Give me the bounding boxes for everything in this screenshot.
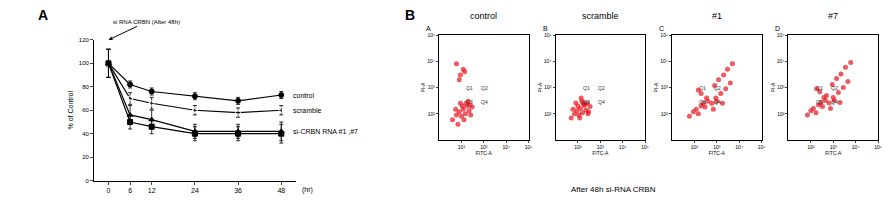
svg-text:10⁵: 10⁵ — [427, 32, 435, 38]
svg-text:10⁵: 10⁵ — [874, 144, 882, 150]
svg-text:D: D — [775, 25, 780, 32]
svg-text:60: 60 — [82, 107, 89, 113]
svg-text:si RNA CRBN (After 48h): si RNA CRBN (After 48h) — [113, 19, 180, 25]
svg-text:PI-A: PI-A — [653, 82, 659, 92]
svg-text:10³: 10³ — [661, 84, 669, 90]
svg-text:120: 120 — [79, 37, 90, 43]
svg-text:Q3: Q3 — [816, 99, 823, 105]
svg-text:12: 12 — [148, 187, 156, 194]
svg-text:% of Control: % of Control — [67, 91, 74, 130]
svg-text:20: 20 — [82, 154, 89, 160]
svg-text:scramble: scramble — [293, 107, 322, 114]
svg-text:10⁵: 10⁵ — [660, 32, 668, 38]
svg-text:Q3: Q3 — [699, 99, 706, 105]
svg-text:10³: 10³ — [830, 144, 838, 150]
svg-text:B: B — [543, 25, 548, 32]
svg-text:FITC-A: FITC-A — [709, 150, 726, 156]
svg-text:10²: 10² — [661, 111, 669, 117]
svg-text:10²: 10² — [574, 144, 582, 150]
svg-text:10⁴: 10⁴ — [502, 144, 510, 150]
svg-text:40: 40 — [82, 131, 89, 137]
svg-text:B: B — [405, 7, 415, 23]
svg-text:After 48h si-RNA CRBN: After 48h si-RNA CRBN — [571, 185, 656, 194]
svg-text:10⁵: 10⁵ — [777, 32, 785, 38]
svg-text:Q2: Q2 — [598, 85, 605, 91]
svg-text:80: 80 — [82, 84, 89, 90]
svg-text:control: control — [293, 92, 314, 99]
svg-text:10⁴: 10⁴ — [777, 58, 785, 64]
svg-text:10⁵: 10⁵ — [544, 32, 552, 38]
svg-text:10²: 10² — [777, 111, 785, 117]
svg-text:10⁴: 10⁴ — [544, 58, 552, 64]
svg-text:Q2: Q2 — [714, 85, 721, 91]
svg-text:FITC-A: FITC-A — [476, 150, 493, 156]
svg-text:100: 100 — [79, 60, 90, 66]
svg-text:Q3: Q3 — [583, 99, 590, 105]
svg-text:10⁵: 10⁵ — [758, 144, 766, 150]
svg-text:Q4: Q4 — [481, 99, 488, 105]
svg-text:A: A — [38, 7, 48, 23]
svg-text:#7: #7 — [828, 11, 838, 21]
svg-text:10⁵: 10⁵ — [525, 144, 533, 150]
svg-text:Q3: Q3 — [466, 99, 473, 105]
svg-text:6: 6 — [128, 187, 132, 194]
svg-text:10⁴: 10⁴ — [660, 58, 668, 64]
svg-text:10²: 10² — [458, 144, 466, 150]
svg-text:C: C — [659, 25, 664, 32]
svg-text:control: control — [470, 11, 497, 21]
svg-text:Q4: Q4 — [714, 99, 721, 105]
svg-text:scramble: scramble — [582, 11, 619, 21]
svg-text:10³: 10³ — [480, 144, 488, 150]
svg-text:10⁴: 10⁴ — [619, 144, 627, 150]
svg-text:10²: 10² — [428, 111, 436, 117]
svg-text:10³: 10³ — [713, 144, 721, 150]
svg-text:Q1: Q1 — [583, 85, 590, 91]
svg-text:si-CRBN RNA #1 ,#7: si-CRBN RNA #1 ,#7 — [293, 128, 358, 135]
svg-text:10³: 10³ — [597, 144, 605, 150]
svg-text:Q4: Q4 — [831, 99, 838, 105]
svg-text:FITC-A: FITC-A — [592, 150, 609, 156]
svg-text:Q4: Q4 — [598, 99, 605, 105]
svg-text:0: 0 — [107, 187, 111, 194]
svg-text:Q2: Q2 — [481, 85, 488, 91]
svg-text:10⁵: 10⁵ — [641, 144, 649, 150]
svg-text:24: 24 — [191, 187, 199, 194]
svg-text:PI-A: PI-A — [537, 82, 543, 92]
svg-text:Q2: Q2 — [831, 85, 838, 91]
svg-text:10²: 10² — [807, 144, 815, 150]
svg-text:A: A — [426, 25, 431, 32]
svg-text:10⁴: 10⁴ — [735, 144, 743, 150]
svg-text:10⁴: 10⁴ — [427, 58, 435, 64]
svg-text:(hr): (hr) — [302, 186, 313, 194]
svg-text:10³: 10³ — [777, 84, 785, 90]
svg-text:10³: 10³ — [428, 84, 436, 90]
svg-text:Q1: Q1 — [699, 85, 706, 91]
svg-text:PI-A: PI-A — [420, 82, 426, 92]
svg-text:10²: 10² — [691, 144, 699, 150]
svg-text:#1: #1 — [712, 11, 722, 21]
svg-text:36: 36 — [234, 187, 242, 194]
svg-text:PI-A: PI-A — [770, 82, 776, 92]
svg-text:10⁴: 10⁴ — [852, 144, 860, 150]
svg-text:10²: 10² — [544, 111, 552, 117]
svg-text:FITC-A: FITC-A — [825, 150, 842, 156]
svg-text:Q1: Q1 — [816, 85, 823, 91]
svg-text:0: 0 — [86, 178, 90, 184]
svg-text:48: 48 — [277, 187, 285, 194]
svg-text:10³: 10³ — [544, 84, 552, 90]
svg-text:Q1: Q1 — [466, 85, 473, 91]
